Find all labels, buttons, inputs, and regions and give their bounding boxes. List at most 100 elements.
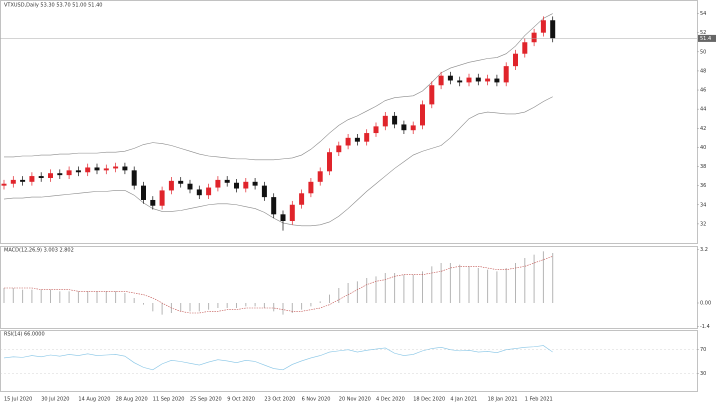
y-tick-label: 36: [700, 183, 706, 189]
x-tick-label: 25 Sep 2020: [190, 397, 222, 403]
candle-body: [243, 181, 249, 189]
y-tick-label: 54: [700, 11, 706, 17]
rsi-line: [3, 345, 553, 371]
y-tick-label: 38: [700, 164, 706, 170]
candle-body: [485, 78, 491, 82]
candle-body: [345, 137, 351, 146]
y-tick-label: 0.00: [700, 301, 711, 307]
candle-body: [289, 204, 295, 222]
candle-body: [299, 193, 305, 205]
candle-body: [308, 181, 314, 194]
candle-body: [10, 179, 16, 184]
price-tag-label: 51.4: [700, 36, 711, 42]
candle-body: [38, 176, 44, 178]
candle-body: [48, 173, 53, 178]
y-tick-label: 3.2: [700, 247, 708, 253]
macd-title: MACD(12,26,9) 3.003 2.802: [4, 248, 74, 254]
candle-body: [382, 115, 388, 127]
y-tick-label: 70: [700, 347, 706, 353]
x-tick-label: 9 Oct 2020: [227, 397, 255, 403]
candle-body: [457, 80, 463, 83]
y-tick-label: 34: [700, 202, 706, 208]
candle-body: [234, 182, 239, 189]
y-tick-label: 32: [700, 221, 706, 227]
rsi-title: RSI(14) 66.0000: [4, 332, 45, 338]
candle-body: [66, 170, 72, 176]
x-tick-label: 18 Dec 2020: [413, 397, 445, 403]
candle-body: [327, 152, 332, 172]
y-tick-label: 40: [700, 145, 706, 151]
y-tick-label: 42: [700, 126, 706, 132]
candle-body: [261, 185, 267, 198]
y-tick-label: 44: [700, 107, 706, 113]
candle-body: [475, 77, 481, 82]
candle-body: [420, 104, 425, 126]
x-tick-label: 11 Sep 2020: [153, 397, 185, 403]
y-tick-label: 46: [700, 88, 706, 94]
x-tick-label: 28 Aug 2020: [116, 397, 148, 403]
candle-body: [522, 42, 528, 54]
candle-body: [317, 171, 323, 182]
y-tick-label: 48: [700, 68, 706, 74]
candle-body: [1, 183, 7, 186]
candle-body: [29, 176, 35, 182]
candle-body: [503, 66, 509, 83]
main-pane: [0, 0, 698, 244]
x-tick-label: 30 Jul 2020: [41, 397, 69, 403]
candle-body: [206, 187, 212, 196]
candle-body: [447, 75, 453, 81]
macd-pane: [0, 246, 698, 329]
band-upper: [4, 13, 553, 161]
y-tick-label: 52: [700, 30, 706, 36]
candle-body: [410, 125, 416, 131]
candle-body: [103, 168, 109, 171]
candle-body: [494, 78, 500, 83]
x-tick-label: 4 Jan 2021: [450, 397, 477, 403]
candle-body: [215, 179, 221, 188]
candle-body: [196, 189, 202, 196]
candle-body: [401, 124, 407, 131]
signal-line: [4, 256, 553, 314]
main-title: VTXUSD,Daily 53.30 53.70 51.00 51.40: [4, 3, 102, 9]
candle-body: [466, 77, 472, 83]
x-tick-label: 4 Dec 2020: [376, 397, 405, 403]
y-tick-label: 50: [700, 49, 706, 55]
candle-body: [354, 137, 360, 142]
candle-body: [429, 85, 435, 105]
candle-body: [252, 181, 258, 186]
candle-body: [364, 133, 370, 142]
candle-body: [373, 126, 379, 134]
candle-body: [131, 170, 137, 186]
candle-body: [550, 20, 556, 39]
candle-body: [85, 167, 91, 173]
y-tick-label: -1.4: [700, 324, 710, 330]
x-tick-label: 20 Nov 2020: [339, 397, 371, 403]
x-tick-label: 18 Jan 2021: [488, 397, 518, 403]
x-tick-label: 14 Aug 2020: [78, 397, 110, 403]
candle-body: [141, 185, 146, 200]
candle-body: [159, 190, 165, 206]
candle-body: [178, 180, 184, 184]
price-tag: [698, 34, 716, 42]
candle-body: [122, 166, 128, 171]
rsi-pane: [0, 330, 698, 392]
x-tick-label: 6 Nov 2020: [302, 397, 331, 403]
candle-body: [224, 179, 230, 183]
candle-body: [113, 166, 119, 169]
candle-body: [168, 180, 174, 191]
candle-body: [20, 179, 26, 182]
x-tick-label: 15 Jul 2020: [4, 397, 32, 403]
candle-body: [75, 170, 81, 173]
candle-body: [438, 75, 444, 86]
candle-body: [336, 145, 342, 153]
candle-body: [187, 183, 193, 190]
candle-body: [280, 214, 286, 222]
x-tick-label: 1 Feb 2021: [525, 397, 553, 403]
candle-body: [57, 173, 63, 176]
candle-body: [540, 20, 546, 33]
candle-body: [531, 32, 537, 43]
candle-body: [513, 53, 518, 67]
candle-body: [94, 167, 100, 171]
band-lower: [3, 96, 553, 227]
